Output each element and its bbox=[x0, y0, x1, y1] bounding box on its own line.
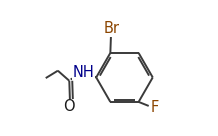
Text: Br: Br bbox=[104, 21, 120, 36]
Text: O: O bbox=[63, 99, 75, 114]
Text: NH: NH bbox=[73, 65, 94, 80]
Text: F: F bbox=[150, 101, 159, 115]
